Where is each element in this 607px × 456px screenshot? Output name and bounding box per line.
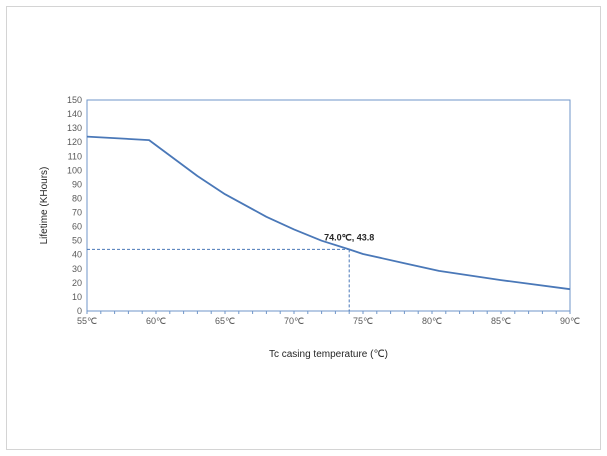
y-tick-label: 20 xyxy=(72,278,82,288)
y-tick-label: 40 xyxy=(72,250,82,260)
x-tick-label: 80℃ xyxy=(422,316,442,326)
annotation-label: 74.0℃, 43.8 xyxy=(324,232,374,242)
y-tick-label: 30 xyxy=(72,264,82,274)
x-tick-label: 60℃ xyxy=(146,316,166,326)
chart-marks xyxy=(86,135,571,311)
y-tick-label: 0 xyxy=(77,306,82,316)
x-tick-label: 90℃ xyxy=(560,316,580,326)
y-tick-label: 100 xyxy=(67,165,82,175)
y-tick-label: 120 xyxy=(67,137,82,147)
x-tick-label: 65℃ xyxy=(215,316,235,326)
x-axis-title: Tc casing temperature (℃) xyxy=(269,349,388,360)
y-tick-label: 110 xyxy=(68,151,82,161)
y-axis-title: Lifetime (KHours) xyxy=(39,167,50,245)
y-tick-label: 90 xyxy=(72,179,82,189)
y-tick-label: 10 xyxy=(72,292,82,302)
y-tick-label: 140 xyxy=(67,109,82,119)
x-tick-label: 55℃ xyxy=(77,316,97,326)
x-tick-label: 70℃ xyxy=(284,316,304,326)
y-tick-label: 50 xyxy=(72,236,82,246)
lifetime-series-line xyxy=(86,135,571,291)
axes: 0 10 20 30 40 50 60 70 80 90 100 110 120 130 140 150 55℃… xyxy=(67,95,580,326)
plot-area-border xyxy=(86,99,571,312)
y-tick-label: 70 xyxy=(72,208,82,218)
chart-frame xyxy=(6,6,601,450)
x-tick-label: 75℃ xyxy=(353,316,373,326)
y-tick-label: 60 xyxy=(72,222,82,232)
y-tick-label: 150 xyxy=(67,95,82,105)
x-tick-label: 85℃ xyxy=(491,316,511,326)
y-tick-label: 130 xyxy=(67,123,82,133)
y-tick-label: 80 xyxy=(72,193,82,203)
